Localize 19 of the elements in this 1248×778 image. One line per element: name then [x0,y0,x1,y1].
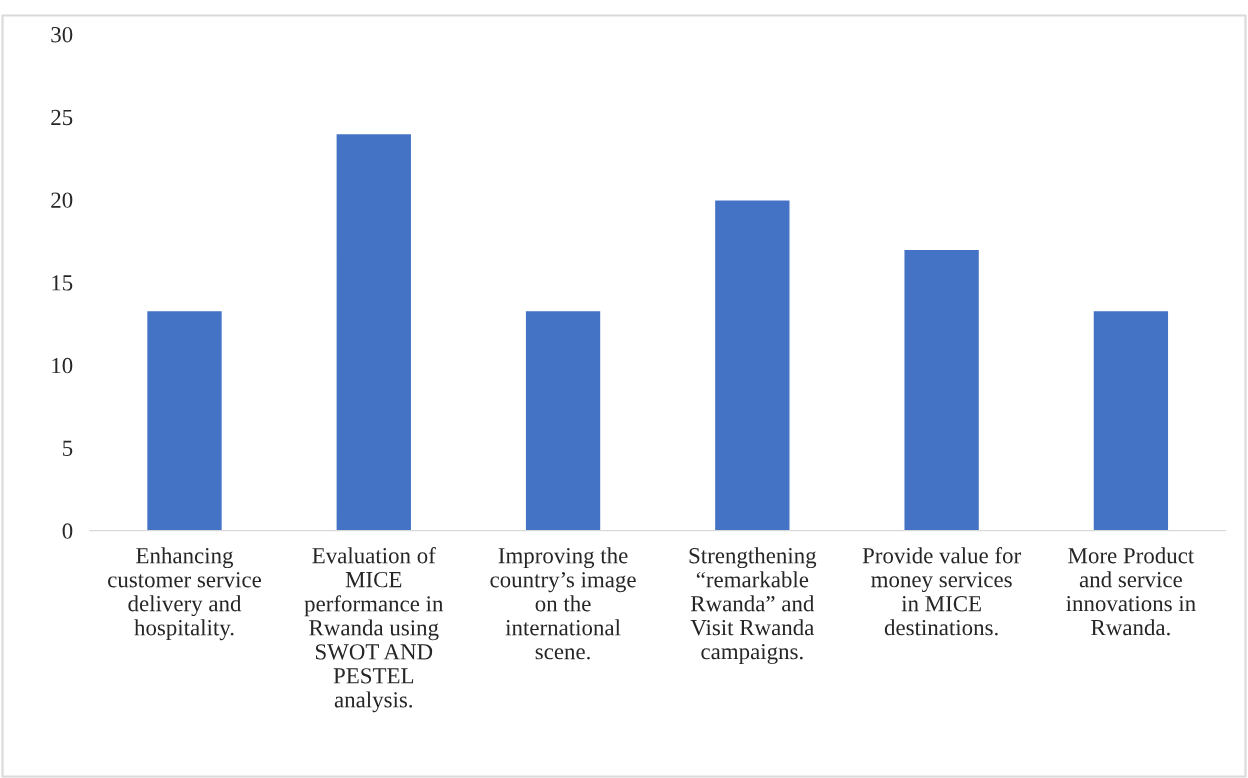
y-tick-label: 25 [51,109,73,126]
x-tick-label: Provide value for money services in MICE destinations. [862,547,1021,636]
y-tick-label: 5 [63,440,73,457]
bar [713,198,791,531]
x-tick-label: Evaluation of MICE performance in Rwanda using SWOT AND PESTEL analysis. [304,547,444,713]
x-tick-label: More Product and service innovations in Rwanda. [1066,547,1196,636]
y-tick-label: 20 [51,192,73,208]
x-tick-label: Strengthening “remarkable Rwanda” and Visit Rwanda campaigns. [689,547,817,665]
bar [524,309,602,531]
bar [903,248,981,531]
bar [335,132,413,531]
y-tick-label: 10 [52,357,73,374]
x-tick-label: Enhancing customer service delivery and hospitality. [108,547,262,641]
y-tick-label: 15 [52,275,73,291]
y-tick-label: 0 [62,523,73,539]
bar [1092,309,1170,531]
y-tick-label: 30 [51,26,73,43]
bar [145,309,224,531]
x-tick-label: Improving the country’s image on the international scene. [490,547,636,660]
